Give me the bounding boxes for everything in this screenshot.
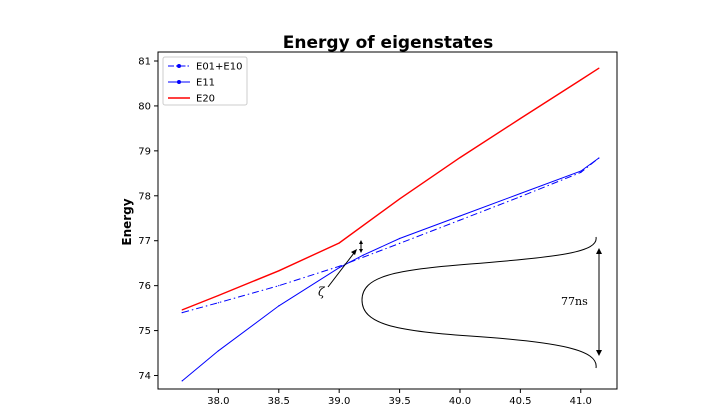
duration-arrow-head-top xyxy=(596,248,602,254)
x-tick-label: 41.0 xyxy=(570,396,592,405)
gap-arrow-head-bottom xyxy=(359,249,363,253)
data-point xyxy=(181,309,183,311)
data-point xyxy=(338,267,340,269)
data-point xyxy=(181,312,183,314)
data-point xyxy=(217,302,219,304)
x-tick-label: 40.5 xyxy=(509,396,531,405)
data-point xyxy=(459,219,461,221)
legend-marker xyxy=(177,64,181,68)
data-point xyxy=(598,67,600,69)
plot-series xyxy=(181,67,600,382)
data-point xyxy=(398,237,401,240)
data-point xyxy=(278,270,280,272)
y-tick-label: 74 xyxy=(138,371,151,382)
chart-title: Energy of eigenstates xyxy=(283,33,493,53)
data-point xyxy=(362,254,364,256)
data-point xyxy=(459,156,461,159)
annotation-layer: 77ns ζ xyxy=(318,236,602,369)
duration-label: 77ns xyxy=(561,295,588,308)
y-tick-label: 81 xyxy=(138,56,151,67)
y-tick-label: 78 xyxy=(138,191,151,202)
x-tick-label: 40.0 xyxy=(449,396,471,405)
data-point xyxy=(217,294,219,297)
data-point xyxy=(338,265,340,267)
legend-box xyxy=(162,56,248,106)
data-point xyxy=(598,157,600,159)
x-tick-label: 38.5 xyxy=(268,396,290,405)
zeta-label: ζ xyxy=(318,285,326,299)
legend: E01+E10 E11 E20 xyxy=(162,56,248,106)
data-point xyxy=(459,215,461,217)
y-tick-label: 77 xyxy=(138,236,151,247)
gap-arrow-head-top xyxy=(359,240,363,244)
data-point xyxy=(580,170,582,172)
x-tick-label: 38.0 xyxy=(207,396,229,405)
y-tick-label: 76 xyxy=(138,281,151,292)
data-point xyxy=(398,242,401,245)
x-axis: 38.0 38.5 39.0 39.5 40.0 40.5 41.0 xyxy=(207,389,592,405)
y-tick-label: 80 xyxy=(138,101,151,112)
data-point xyxy=(580,171,582,174)
legend-label: E11 xyxy=(196,78,215,89)
y-axis: 74 75 76 77 78 79 80 81 xyxy=(138,56,158,382)
zeta-pointer-arrow-head xyxy=(351,249,357,255)
data-point xyxy=(278,285,280,287)
x-tick-label: 39.0 xyxy=(328,396,350,405)
duration-arrow-head-bottom xyxy=(596,350,602,356)
legend-label: E20 xyxy=(196,94,215,105)
data-point xyxy=(181,380,183,382)
plot-frame xyxy=(157,51,618,390)
data-point xyxy=(580,79,582,81)
data-point xyxy=(398,198,401,200)
data-point xyxy=(217,350,219,352)
series-line-e01-e10 xyxy=(182,157,600,314)
data-point xyxy=(519,196,521,198)
data-point xyxy=(519,117,521,120)
legend-label: E01+E10 xyxy=(196,62,242,73)
series-line-e11 xyxy=(181,157,600,382)
y-tick-label: 79 xyxy=(138,146,151,157)
y-axis-label: Energy xyxy=(120,198,134,245)
legend-marker xyxy=(177,80,181,84)
x-tick-label: 39.5 xyxy=(388,396,410,405)
data-point xyxy=(519,192,521,195)
data-point xyxy=(278,305,280,307)
y-tick-label: 75 xyxy=(138,326,151,337)
data-point xyxy=(338,242,340,244)
gaussian-pulse-curve xyxy=(361,236,597,369)
zeta-pointer-arrow xyxy=(327,252,355,288)
